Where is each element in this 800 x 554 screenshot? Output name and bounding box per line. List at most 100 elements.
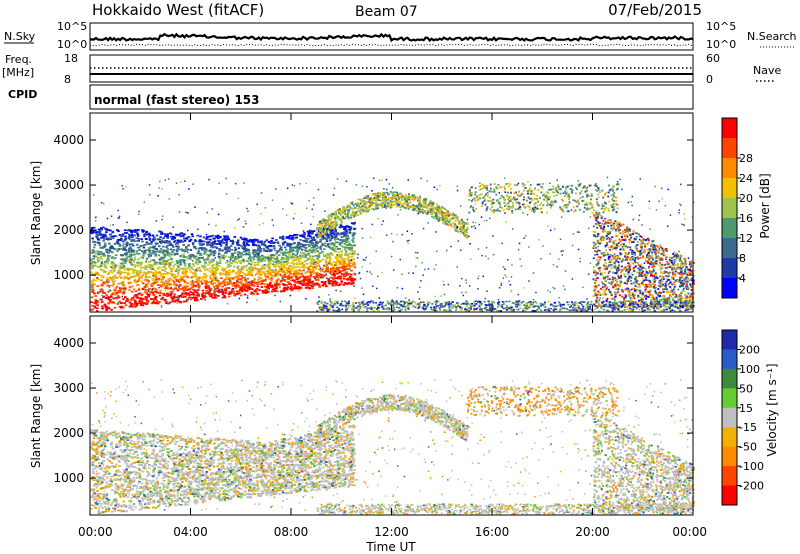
scatter-cell <box>129 246 132 248</box>
scatter-cell <box>334 211 337 213</box>
scatter-cell <box>154 296 157 299</box>
scatter-cell <box>394 191 397 194</box>
scatter-cell <box>418 199 421 202</box>
scatter-cell <box>161 296 165 299</box>
scatter-cell <box>256 258 260 261</box>
scatter-cell <box>367 195 370 198</box>
scatter-cell <box>612 196 615 199</box>
scatter-cell <box>127 278 130 281</box>
scatter-cell <box>307 237 310 240</box>
scatter-cell <box>128 286 132 289</box>
scatter-cell <box>141 274 145 277</box>
scatter-cell <box>132 275 135 278</box>
scatter-cell <box>342 283 345 286</box>
scatter-cell <box>236 258 239 260</box>
scatter-cell <box>590 192 593 195</box>
scatter-cell <box>257 269 260 272</box>
scatter-cell <box>307 275 311 277</box>
scatter-cell <box>135 250 139 253</box>
scatter-cell <box>204 276 207 279</box>
scatter-cell <box>119 265 122 268</box>
scatter-cell <box>251 252 255 255</box>
scatter-cell <box>596 253 599 256</box>
scatter-cell <box>131 290 134 293</box>
scatter-cell <box>194 284 197 287</box>
scatter-cell <box>214 242 217 245</box>
scatter-cell <box>235 279 239 282</box>
scatter-cell <box>314 249 317 252</box>
scatter-cell <box>201 248 204 251</box>
scatter-cell <box>231 260 235 262</box>
scatter-cell <box>200 243 204 246</box>
scatter-cell <box>314 267 318 270</box>
scatter-cell <box>201 292 205 295</box>
scatter-cell <box>287 235 290 238</box>
scatter-cell <box>217 281 220 283</box>
scatter-cell <box>518 203 521 206</box>
scatter-cell <box>114 235 117 237</box>
scatter-cell <box>143 302 146 304</box>
scatter-cell <box>144 275 148 278</box>
scatter-cell <box>590 203 593 206</box>
scatter-cell <box>301 264 305 267</box>
scatter-cell <box>348 277 351 279</box>
scatter-cell <box>476 195 479 197</box>
scatter-cell <box>384 193 387 196</box>
scatter-cell <box>307 258 311 260</box>
scatter-cell <box>126 229 130 232</box>
scatter-cell <box>154 298 157 300</box>
scatter-cell <box>607 191 610 194</box>
scatter-cell <box>227 246 231 249</box>
scatter-cell <box>287 267 291 270</box>
scatter-cell <box>347 260 351 263</box>
scatter-cell <box>312 266 315 269</box>
scatter-cell <box>259 270 262 273</box>
scatter-cell <box>146 301 149 304</box>
scatter-cell <box>245 282 248 285</box>
scatter-cell <box>483 195 486 198</box>
scatter-cell <box>272 271 275 273</box>
scatter-cell <box>339 277 342 280</box>
scatter-cell <box>576 205 579 208</box>
scatter-cell <box>166 283 170 286</box>
scatter-cell <box>207 292 210 294</box>
scatter-cell <box>205 286 208 289</box>
scatter-cell <box>417 208 420 211</box>
scatter-cell <box>315 272 319 274</box>
scatter-cell <box>169 263 172 266</box>
scatter-cell <box>288 287 292 290</box>
scatter-cell <box>209 238 212 241</box>
scatter-cell <box>109 294 113 297</box>
scatter-cell <box>242 247 246 250</box>
scatter-cell <box>123 262 127 264</box>
scatter-cell <box>163 270 167 273</box>
scatter-cell <box>340 245 343 247</box>
scatter-cell <box>479 197 482 200</box>
scatter-cell <box>110 266 113 268</box>
scatter-cell <box>372 202 375 204</box>
scatter-cell <box>169 277 172 280</box>
scatter-cell <box>93 272 97 275</box>
scatter-cell <box>112 283 116 285</box>
scatter-cell <box>218 249 221 252</box>
scatter-cell <box>309 263 313 265</box>
scatter-cell <box>289 272 292 275</box>
scatter-cell <box>186 276 190 279</box>
scatter-cell <box>377 199 380 202</box>
scatter-cell <box>353 250 356 253</box>
scatter-cell <box>550 201 553 204</box>
scatter-cell <box>167 254 170 256</box>
scatter-cell <box>364 195 367 198</box>
scatter-cell <box>507 191 509 194</box>
scatter-cell <box>323 237 326 240</box>
scatter-cell <box>91 251 94 254</box>
scatter-cell <box>207 238 210 241</box>
scatter-cell <box>325 254 328 257</box>
scatter-cell <box>129 256 132 259</box>
scatter-cell <box>148 239 152 241</box>
scatter-cell <box>363 206 365 209</box>
scatter-cell <box>147 271 150 273</box>
scatter-cell <box>284 248 288 251</box>
scatter-cell <box>126 297 129 300</box>
scatter-cell <box>167 241 170 244</box>
